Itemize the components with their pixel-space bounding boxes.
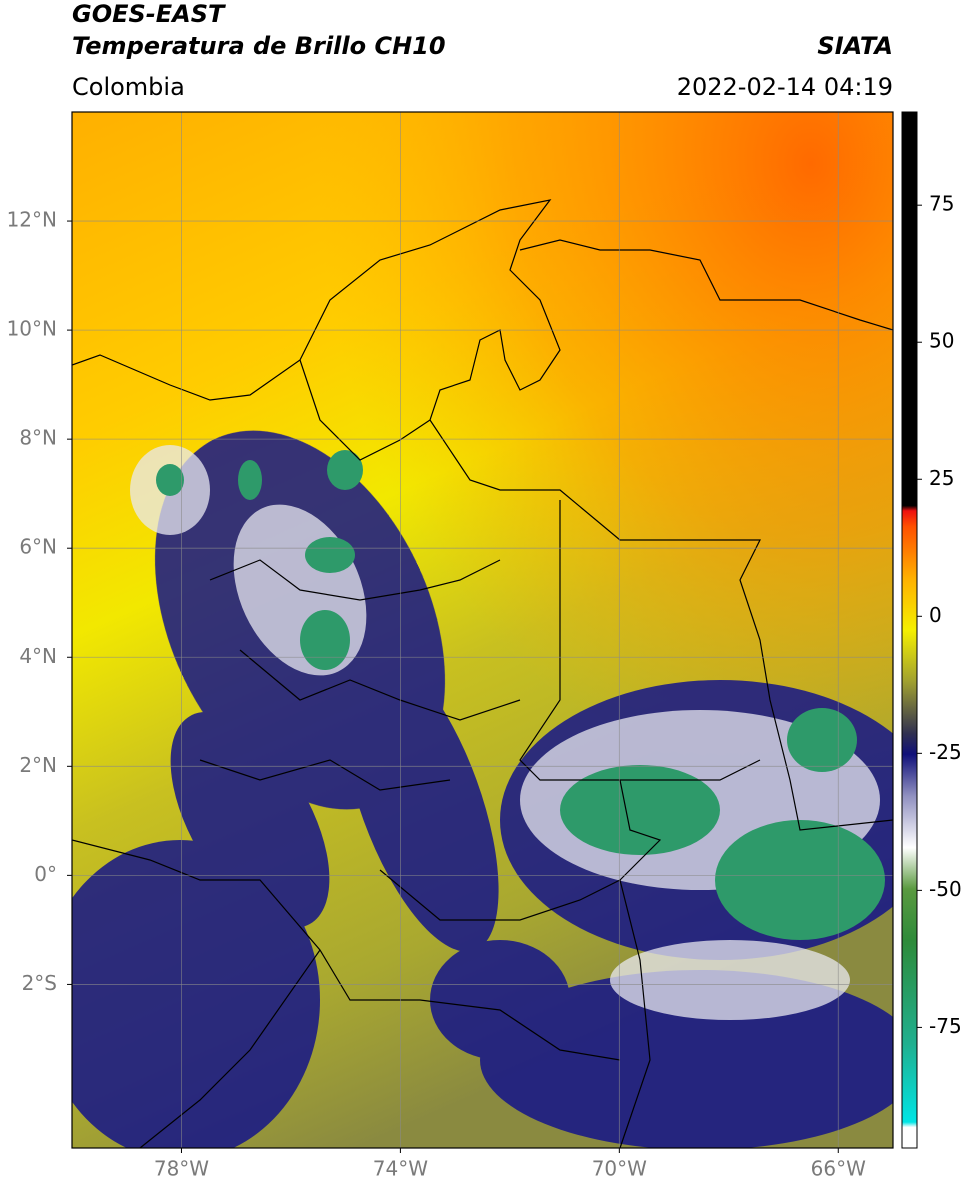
colorbar-label: 0 xyxy=(929,603,942,627)
title: GOES-EAST xyxy=(72,0,226,28)
y-tick-label: 8°N xyxy=(19,426,57,450)
datetime: 2022-02-14 04:19 xyxy=(677,73,893,101)
source: SIATA xyxy=(817,32,893,60)
satellite-image xyxy=(72,112,893,1148)
x-tick-label: 74°W xyxy=(373,1157,428,1181)
colorbar-label: 25 xyxy=(929,466,954,490)
colorbar xyxy=(901,111,918,1149)
y-tick-label: 10°N xyxy=(7,317,57,341)
colorbar-label: -75 xyxy=(929,1014,962,1038)
ticks: 78°W 74°W 70°W 66°W 12°N 10°N 8°N 6°N 4°N 2°N 0° 2°… xyxy=(7,192,962,1181)
borders xyxy=(72,199,893,1148)
y-tick-label: 6°N xyxy=(19,535,57,559)
y-tick-label: 12°N xyxy=(7,208,57,232)
x-tick-label: 78°W xyxy=(154,1157,209,1181)
colorbar-label: -25 xyxy=(929,740,962,764)
colorbar-label: 50 xyxy=(929,329,954,353)
grid xyxy=(72,112,893,1148)
subtitle: Temperatura de Brillo CH10 xyxy=(72,32,446,60)
x-tick-label: 66°W xyxy=(811,1157,866,1181)
y-tick-label: 2°N xyxy=(19,753,57,777)
y-tick-label: 2°S xyxy=(22,971,57,995)
y-tick-label: 4°N xyxy=(19,644,57,668)
colorbar-label: 75 xyxy=(929,192,954,216)
x-tick-label: 70°W xyxy=(592,1157,647,1181)
colorbar-label: -50 xyxy=(929,877,962,901)
region: Colombia xyxy=(72,73,185,101)
map-frame xyxy=(71,111,894,1149)
y-tick-label: 0° xyxy=(34,862,57,886)
